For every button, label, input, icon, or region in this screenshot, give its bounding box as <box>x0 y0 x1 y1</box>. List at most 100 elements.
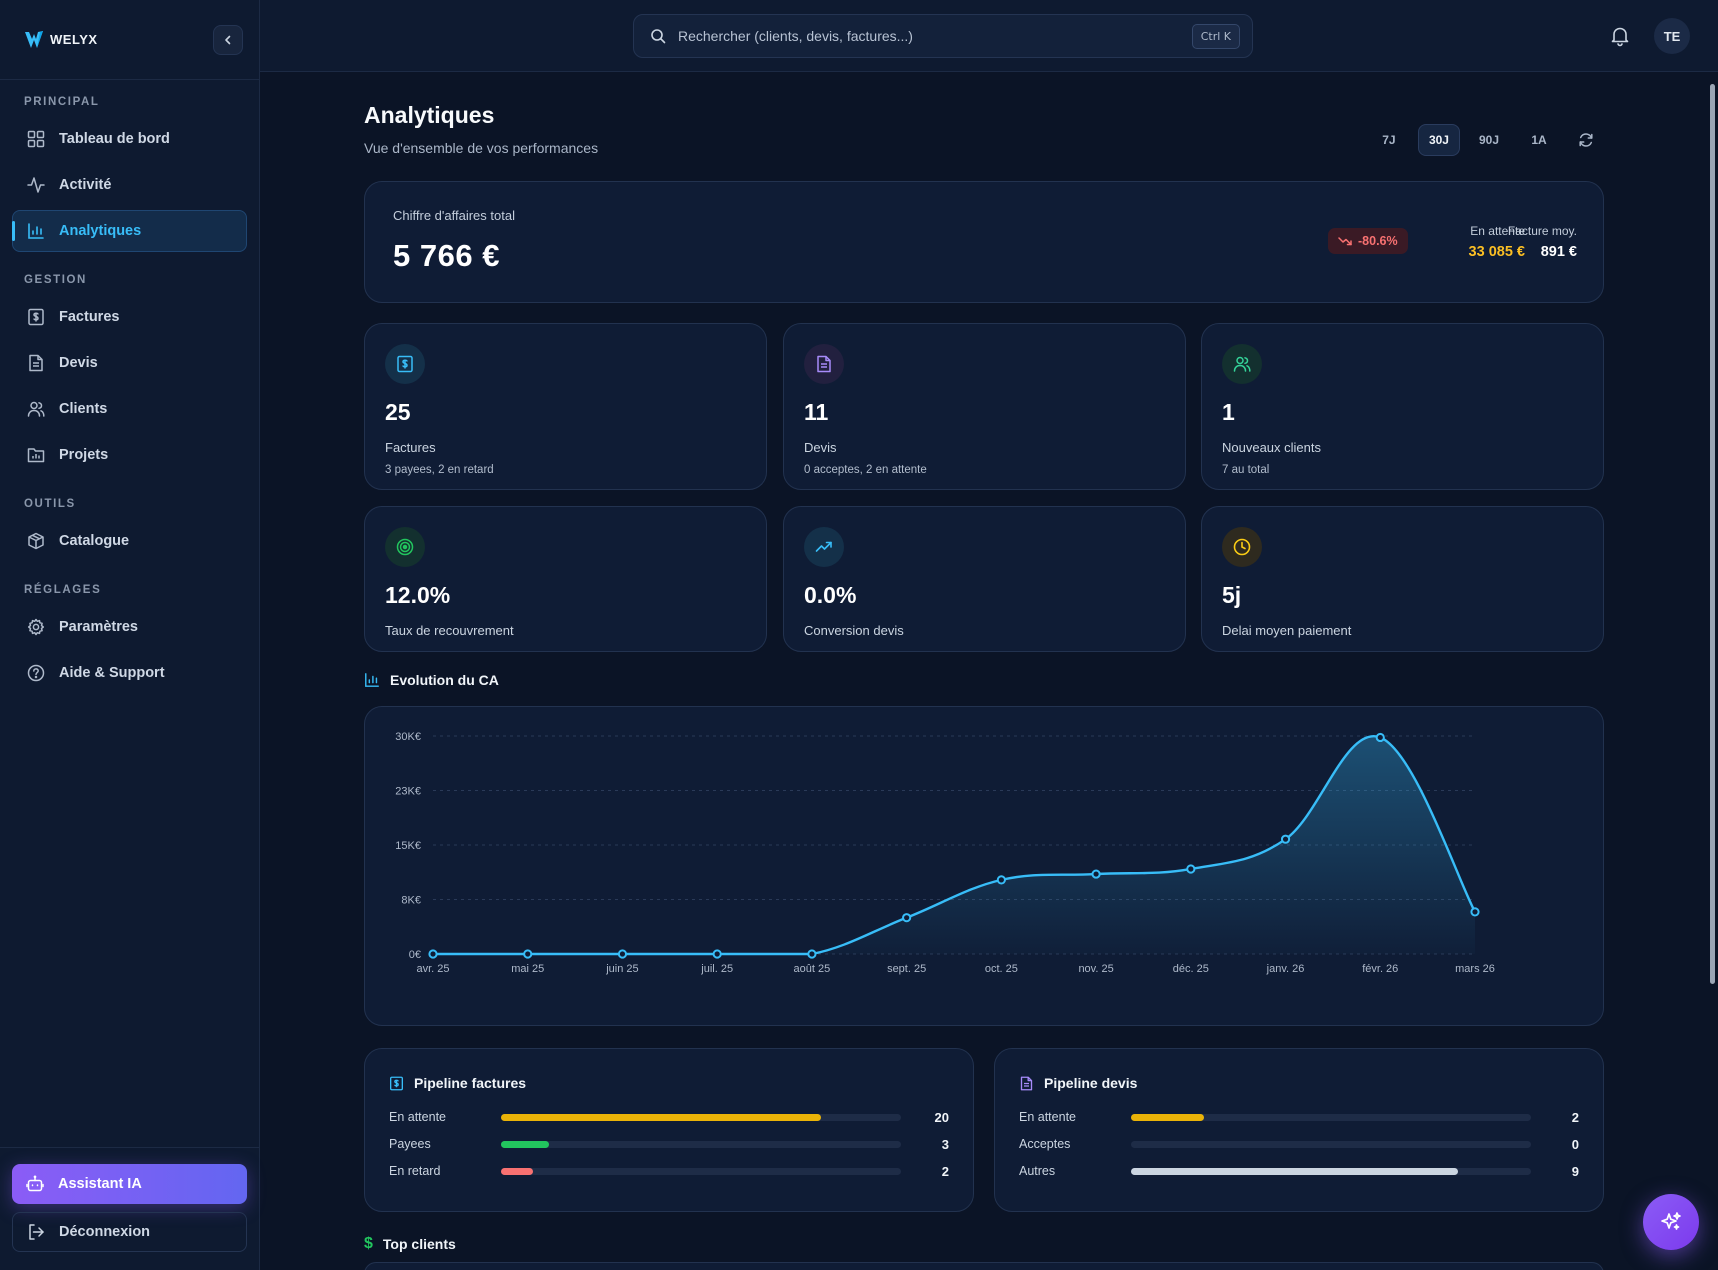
pipeline-row-count: 0 <box>1571 1136 1579 1152</box>
collapse-sidebar-button[interactable] <box>213 24 243 55</box>
sidebar-item-activity[interactable]: Activité <box>12 164 247 206</box>
chart-section-title: Evolution du CA <box>364 672 499 688</box>
pipeline-row-label: En attente <box>1019 1110 1076 1124</box>
assistant-ia-button[interactable]: Assistant IA <box>12 1164 247 1204</box>
pipeline-quotes-card: Pipeline devis En attente 2 Acceptes 0 Autre… <box>994 1048 1604 1212</box>
revenue-change-badge: -80.6% <box>1328 228 1408 254</box>
folder-chart-icon <box>27 448 45 463</box>
pipeline-invoices-title: Pipeline factures <box>389 1075 526 1091</box>
period-30j-button[interactable]: 30J <box>1417 124 1460 156</box>
kpi-card-new-clients[interactable]: 1 Nouveaux clients 7 au total <box>1201 323 1604 490</box>
sidebar-section-title: OUTILS <box>24 498 76 510</box>
chart-data-point[interactable] <box>1375 732 1385 743</box>
chart-data-point[interactable] <box>1186 864 1196 874</box>
pipeline-progress-fill <box>501 1167 533 1175</box>
chart-data-point[interactable] <box>807 949 817 959</box>
period-1a-button[interactable]: 1A <box>1531 133 1547 147</box>
sidebar-item-invoices[interactable]: Factures <box>12 296 247 338</box>
sidebar-item-label: Tableau de bord <box>59 131 170 147</box>
chevron-left-icon <box>225 35 231 44</box>
user-avatar[interactable]: TE <box>1654 18 1690 54</box>
pending-label: En attente <box>1470 224 1525 238</box>
invoice-icon <box>390 1076 403 1090</box>
chart-data-point[interactable] <box>1280 834 1291 844</box>
users-icon <box>27 401 45 417</box>
y-tick-label: 30K€ <box>395 731 421 743</box>
sidebar-item-settings[interactable]: Paramètres <box>12 606 247 648</box>
sidebar: WELYX PRINCIPAL Tableau de bord Activité… <box>0 0 260 1270</box>
sidebar-item-projects[interactable]: Projets <box>12 434 247 476</box>
x-tick-label: avr. 25 <box>416 963 449 975</box>
ai-sparkle-fab-button[interactable] <box>1643 1194 1699 1250</box>
pipeline-row-count: 2 <box>941 1163 949 1179</box>
chart-data-point[interactable] <box>1470 907 1480 917</box>
pipeline-progress-fill <box>1131 1167 1459 1175</box>
logout-icon <box>29 1224 44 1240</box>
users-icon <box>1233 356 1251 372</box>
search-shortcut-badge: Ctrl K <box>1191 23 1240 49</box>
scrollbar-thumb[interactable] <box>1710 84 1715 984</box>
page-scrollbar[interactable] <box>1708 72 1718 1270</box>
bar-chart-icon <box>365 673 379 687</box>
sidebar-item-clients[interactable]: Clients <box>12 388 247 430</box>
search-bar[interactable]: Ctrl K <box>633 14 1253 58</box>
kpi-card-quote-conversion[interactable]: 0.0% Conversion devis <box>783 506 1186 652</box>
pipeline-progress-fill <box>501 1113 821 1121</box>
sidebar-item-label: Analytiques <box>59 223 142 239</box>
sidebar-section-title: PRINCIPAL <box>24 96 100 108</box>
refresh-button[interactable] <box>1568 124 1604 156</box>
kpi-label: Conversion devis <box>804 623 904 638</box>
sidebar-section-outils: OUTILS Catalogue <box>0 498 259 562</box>
document-icon <box>817 355 831 373</box>
revenue-change-value: -80.6% <box>1358 234 1398 248</box>
sidebar-section-title: RÉGLAGES <box>24 584 102 596</box>
chart-data-point[interactable] <box>996 875 1006 885</box>
kpi-label: Factures <box>385 440 436 455</box>
kpi-card-payment-delay[interactable]: 5j Delai moyen paiement <box>1201 506 1604 652</box>
sidebar-item-quotes[interactable]: Devis <box>12 342 247 384</box>
top-clients-card <box>364 1262 1604 1270</box>
invoice-icon <box>28 308 44 326</box>
document-icon <box>1020 1076 1033 1090</box>
sidebar-item-help[interactable]: Aide & Support <box>12 652 247 694</box>
sidebar-item-label: Devis <box>59 355 98 371</box>
pipeline-invoices-card: Pipeline factures En attente 20 Payees 3 En … <box>364 1048 974 1212</box>
chart-data-point[interactable] <box>523 949 533 959</box>
clock-icon <box>1233 538 1251 556</box>
sidebar-item-label: Projets <box>59 447 109 463</box>
search-icon <box>651 29 666 44</box>
pipeline-row: Autres 9 <box>1019 1161 1579 1181</box>
y-tick-label: 23K€ <box>395 786 421 798</box>
kpi-sub: 7 au total <box>1222 464 1270 476</box>
kpi-card-recovery-rate[interactable]: 12.0% Taux de recouvrement <box>364 506 767 652</box>
sidebar-item-label: Catalogue <box>59 533 130 549</box>
kpi-icon-wrap <box>385 527 425 567</box>
sidebar-item-analytics[interactable]: Analytiques <box>12 210 247 252</box>
y-tick-label: 15K€ <box>395 840 421 852</box>
notifications-button[interactable] <box>1608 24 1632 53</box>
kpi-value: 11 <box>804 399 829 425</box>
kpi-label: Nouveaux clients <box>1222 440 1321 455</box>
search-input[interactable] <box>678 28 1180 44</box>
chart-data-point[interactable] <box>1091 869 1101 879</box>
bar-chart-icon <box>28 223 44 239</box>
kpi-value: 5j <box>1222 582 1242 608</box>
sidebar-item-catalog[interactable]: Catalogue <box>12 520 247 562</box>
period-90j-button[interactable]: 90J <box>1478 133 1499 147</box>
pipeline-row-label: Payees <box>389 1137 431 1151</box>
chart-data-point[interactable] <box>902 913 912 923</box>
chart-data-point[interactable] <box>428 949 438 959</box>
logout-button[interactable]: Déconnexion <box>12 1212 247 1252</box>
kpi-card-invoices[interactable]: 25 Factures 3 payees, 2 en retard <box>364 323 767 490</box>
kpi-card-quotes[interactable]: 11 Devis 0 acceptes, 2 en attente <box>783 323 1186 490</box>
logo[interactable]: WELYX <box>24 29 98 51</box>
sidebar-section-principal: PRINCIPAL Tableau de bord Activité Analy… <box>0 96 259 252</box>
chart-data-point[interactable] <box>712 949 722 959</box>
period-7j-button[interactable]: 7J <box>1382 133 1396 147</box>
sidebar-item-dashboard[interactable]: Tableau de bord <box>12 118 247 160</box>
pipeline-row-label: Acceptes <box>1019 1137 1071 1151</box>
chart-data-point[interactable] <box>617 949 628 959</box>
pipeline-progress-track <box>501 1167 901 1175</box>
x-tick-label: nov. 25 <box>1078 963 1113 975</box>
grid-icon <box>27 130 45 148</box>
